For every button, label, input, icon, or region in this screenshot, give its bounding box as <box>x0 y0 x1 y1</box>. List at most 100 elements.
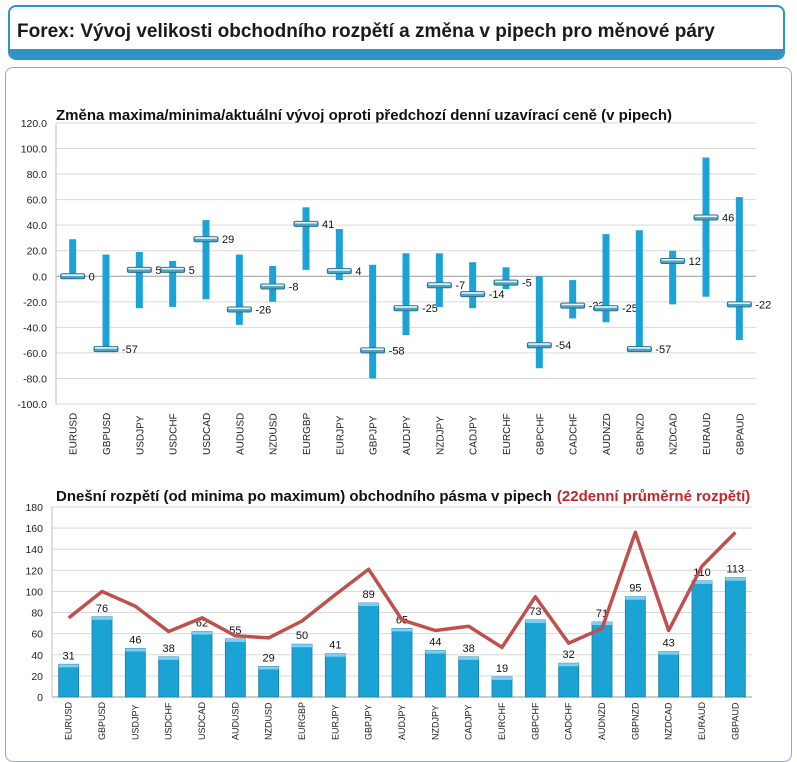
chart1-data-label: -7 <box>455 280 465 292</box>
chart1-category-label: USDCHF <box>169 413 180 455</box>
range-bar <box>191 631 213 698</box>
chart2-category-label: GBPCHF <box>530 702 540 740</box>
chart1-data-label: 0 <box>89 271 95 283</box>
header-accent-bar <box>10 49 783 58</box>
chart1-data-label: -5 <box>522 278 532 290</box>
range-bar-cap <box>192 631 212 635</box>
current-marker-highlight <box>595 306 617 308</box>
current-marker-highlight <box>61 274 84 276</box>
chart2-category-label: EURCHF <box>497 702 507 740</box>
current-marker-highlight <box>328 269 351 271</box>
chart1-y-tick-label: -60.0 <box>23 348 47 360</box>
chart1-y-tick-label: 20.0 <box>27 246 48 258</box>
range-bar <box>291 643 313 698</box>
range-bar <box>491 676 513 698</box>
chart1-data-label: -58 <box>389 345 405 357</box>
current-marker-highlight <box>628 347 651 349</box>
chart2-data-label: 89 <box>363 589 375 601</box>
chart1-data-label: -57 <box>655 344 671 356</box>
chart2-category-label: EURAUD <box>697 701 707 740</box>
chart2-category-label: GBPAUD <box>730 702 740 740</box>
range-bar-cap <box>92 616 112 620</box>
chart2-categories: EURUSD GBPUSD USDJPY USDCHF USDCAD AUDUSD NZDU… <box>64 701 741 740</box>
chart1-data-label: -8 <box>289 281 299 293</box>
chart2-category-label: EURJPY <box>330 704 340 740</box>
chart1-category-label: AUDUSD <box>235 413 246 455</box>
chart1-data-label: 4 <box>355 266 361 278</box>
range-bar <box>602 234 610 323</box>
chart2-category-label: GBPJPY <box>364 704 374 740</box>
range-bar <box>691 580 713 698</box>
chart2-data-label: 43 <box>663 638 675 650</box>
current-marker-highlight <box>695 215 717 218</box>
range-bar-cap <box>492 676 512 680</box>
range-bar <box>369 264 377 379</box>
chart2-data-label: 50 <box>296 630 308 642</box>
average-range-line <box>67 530 737 650</box>
chart2-y-tick-label: 80 <box>31 608 43 620</box>
range-bar <box>569 280 577 319</box>
chart1-data-label: -54 <box>555 340 571 352</box>
chart2-y-tick-label: 120 <box>25 565 43 577</box>
chart2-title-main: Dnešní rozpětí (od minima po maximum) ob… <box>56 488 552 505</box>
range-bar-cap <box>325 653 346 657</box>
chart1-y-ticks: 120.0 100.0 80.0 60.0 40.0 20.0 0.0 -20.0 -40.0 -… <box>17 118 47 411</box>
range-bar-cap <box>525 619 546 623</box>
chart1-category-label: NZDUSD <box>269 413 280 455</box>
range-bar <box>735 197 743 341</box>
range-bar <box>635 230 643 350</box>
chart2-data-label: 19 <box>496 663 508 675</box>
chart2-y-tick-label: 40 <box>31 650 43 662</box>
chart2-y-tick-label: 160 <box>25 523 43 535</box>
chart1-category-label: NZDJPY <box>435 416 446 455</box>
chart1-category-label: AUDNZD <box>602 413 613 455</box>
current-marker-highlight <box>395 306 417 308</box>
current-marker-highlight <box>95 347 117 349</box>
chart1-category-label: GBPAUD <box>735 414 746 456</box>
range-bar <box>702 157 710 297</box>
chart2-y-tick-label: 20 <box>31 671 43 683</box>
range-bar-cap <box>425 650 446 654</box>
current-marker-highlight <box>461 292 484 294</box>
range-bar <box>658 651 680 698</box>
chart2-data-label: 38 <box>163 643 175 655</box>
chart1-data-label: -22 <box>755 299 771 311</box>
chart1-data-label: 46 <box>722 213 734 225</box>
chart1-y-tick-label: -80.0 <box>23 373 47 385</box>
chart1-data-label: 5 <box>155 265 161 277</box>
range-bar <box>358 602 380 698</box>
chart1-category-label: CADCHF <box>569 413 580 455</box>
chart1-y-tick-label: 80.0 <box>27 169 48 181</box>
chart1-y-tick-label: 100.0 <box>21 144 47 156</box>
chart2-data-label: 31 <box>63 650 75 662</box>
chart2-category-label: GBPUSD <box>97 701 107 740</box>
chart2-data-label: 29 <box>263 652 275 664</box>
chart2-data-label: 113 <box>727 564 745 576</box>
range-bar <box>624 596 646 698</box>
chart2-data-label: 44 <box>429 637 441 649</box>
chart1-categories: EURUSD GBPUSD USDJPY USDCHF USDCAD AUDUSD NZDU… <box>69 412 747 455</box>
chart2-category-label: AUDNZD <box>597 702 607 740</box>
chart1-data-label: -57 <box>122 344 138 356</box>
range-bar-cap <box>558 663 579 667</box>
range-bar <box>524 619 546 698</box>
chart2-category-label: USDCAD <box>197 701 207 740</box>
chart1-title: Změna maxima/minima/aktuální vývoj oprot… <box>56 107 672 124</box>
current-marker-highlight <box>561 303 584 306</box>
current-marker-highlight <box>261 284 284 287</box>
range-bar-cap <box>725 577 746 581</box>
chart1-y-tick-label: -20.0 <box>23 297 47 309</box>
chart2-category-label: AUDJPY <box>397 704 407 740</box>
chart1-data-label: -25 <box>622 303 638 315</box>
chart2-data-label: 73 <box>529 606 541 618</box>
range-bar <box>124 648 146 698</box>
chart1-data-label: -14 <box>489 289 505 301</box>
chart2-data-label: 41 <box>329 640 341 652</box>
chart1-gridlines <box>55 122 756 405</box>
range-bar <box>135 252 143 309</box>
range-bar <box>535 276 543 369</box>
chart1-y-tick-label: 120.0 <box>21 118 47 130</box>
range-bar-cap <box>358 603 379 607</box>
